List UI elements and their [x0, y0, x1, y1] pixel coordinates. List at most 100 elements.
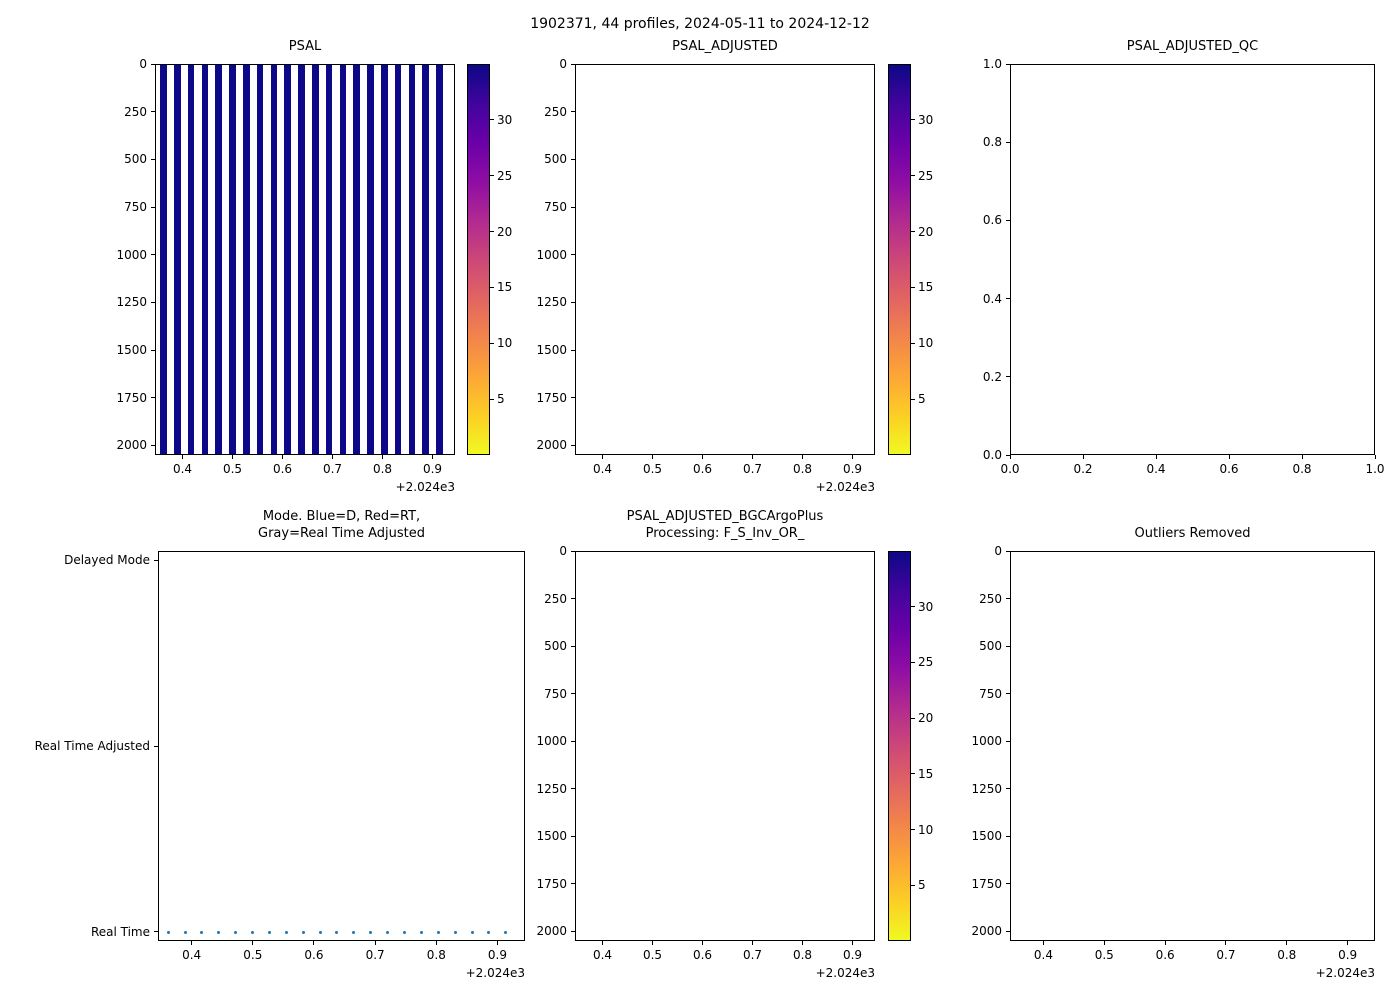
x-tickmark: [1155, 455, 1157, 459]
x-tickmark: [374, 941, 376, 945]
y-tick-label: 0.2: [982, 369, 1002, 384]
colorbar-tickmark: [490, 286, 494, 288]
colorbar-tick-label: 15: [918, 280, 934, 295]
x-tickmark: [182, 455, 183, 459]
x-tickmark: [1374, 455, 1376, 459]
y-tick-label: 0.4: [982, 291, 1002, 306]
x-axis-offset-label: +2.024e3: [815, 966, 875, 980]
x-tick-label: 0.7: [1216, 948, 1236, 962]
colorbar-tick-label: 10: [918, 822, 934, 837]
y-tick-label: 0.6: [982, 213, 1002, 228]
colorbar-psal: [467, 64, 490, 455]
y-tick-label: 500: [124, 152, 147, 167]
colorbar-tickmark: [490, 231, 494, 233]
y-tickmark: [151, 444, 155, 446]
colorbar-tickmark: [911, 231, 915, 233]
y-tick-label: Real Time: [90, 924, 150, 939]
y-tickmark: [1006, 883, 1010, 885]
x-tick-label: 0.6: [304, 948, 324, 962]
y-tickmark: [1006, 598, 1010, 600]
y-tick-label: 1000: [116, 247, 147, 262]
subplot-title-line: Mode. Blue=D, Red=RT,: [262, 509, 421, 524]
y-tickmark: [571, 645, 575, 647]
colorbar-tick-label: 15: [497, 280, 513, 295]
colorbar-tick-label: 5: [918, 392, 926, 407]
x-tickmark: [602, 455, 603, 459]
y-tickmark: [1006, 788, 1010, 790]
profile-stripe: [284, 65, 292, 454]
colorbar-tickmark: [911, 884, 915, 886]
x-tickmark: [191, 941, 193, 945]
x-tick-label: 0.4: [182, 948, 202, 962]
mode-dot: [386, 931, 390, 935]
profile-stripe: [160, 65, 167, 454]
y-tickmark: [1006, 219, 1010, 221]
y-tick-label: 2000: [536, 924, 567, 939]
colorbar-tickmark: [911, 829, 915, 831]
x-tickmark: [802, 941, 803, 945]
x-tick-label: 0.5: [1094, 948, 1114, 962]
x-tick-label: 0.8: [792, 948, 813, 962]
colorbar-tick-label: 20: [918, 224, 934, 239]
y-tick-label: 1000: [536, 734, 567, 749]
y-tick-label: 0: [559, 544, 567, 558]
subplot-title-line: PSAL_ADJUSTED_QC: [1126, 39, 1259, 54]
y-tick-label: 250: [544, 591, 567, 606]
x-tick-label: 0.9: [487, 948, 508, 962]
y-tickmark: [571, 788, 575, 790]
subplot-title-psal-adjusted-qc: PSAL_ADJUSTED_QC: [950, 38, 1400, 55]
y-tick-label: 1250: [971, 781, 1002, 796]
colorbar-tickmark: [911, 661, 915, 663]
y-tickmark: [151, 254, 155, 256]
y-tickmark: [1006, 63, 1010, 65]
x-tickmark: [702, 941, 703, 945]
y-tickmark: [1006, 141, 1010, 143]
profile-stripe: [187, 65, 195, 454]
colorbar-tickmark: [490, 398, 494, 400]
x-tickmark: [432, 455, 433, 459]
profile-stripe: [353, 65, 361, 454]
colorbar-tick-label: 5: [497, 392, 505, 407]
colorbar-tick-label: 20: [497, 224, 513, 239]
y-tickmark: [571, 883, 575, 885]
x-tick-label: 0.6: [1219, 462, 1239, 476]
x-tickmark: [652, 941, 653, 945]
colorbar-tickmark: [490, 175, 494, 177]
profile-stripe: [436, 65, 443, 454]
y-tickmark: [571, 206, 575, 208]
y-tick-label: 500: [979, 639, 1002, 654]
y-tick-label: 1000: [971, 734, 1002, 749]
x-tickmark: [1103, 941, 1105, 945]
profile-stripe: [229, 65, 236, 454]
y-tick-label: 1250: [536, 781, 567, 796]
x-tickmark: [602, 941, 603, 945]
y-tickmark: [151, 111, 155, 113]
x-tickmark: [652, 455, 653, 459]
subplot-title-line: Processing: F_S_Inv_OR_: [645, 526, 805, 541]
colorbar-tick-label: 25: [497, 168, 513, 183]
y-tickmark: [571, 930, 575, 932]
x-tickmark: [752, 455, 753, 459]
mode-dot: [217, 931, 221, 935]
x-tickmark: [852, 941, 853, 945]
y-tickmark: [571, 598, 575, 600]
x-tickmark: [852, 455, 853, 459]
y-tickmark: [1006, 550, 1010, 552]
y-tick-label: 0.8: [982, 135, 1002, 150]
colorbar-psal-adjusted-bgc: [888, 551, 911, 941]
x-tick-label: 0.5: [642, 462, 663, 476]
colorbar-tickmark: [490, 342, 494, 344]
x-tick-label: 0.9: [842, 948, 863, 962]
colorbar-tickmark: [911, 342, 915, 344]
profile-stripe: [298, 65, 305, 454]
y-tickmark: [571, 158, 575, 160]
x-tickmark: [313, 941, 315, 945]
mode-dot: [200, 931, 204, 935]
y-tick-label: 250: [544, 104, 567, 119]
profile-stripe: [256, 65, 264, 454]
x-tick-label: 0.5: [243, 948, 263, 962]
colorbar-tick-label: 30: [918, 112, 934, 127]
mode-dot: [419, 931, 423, 935]
x-tickmark: [496, 941, 498, 945]
subplot-outliers-removed: [1010, 551, 1375, 941]
